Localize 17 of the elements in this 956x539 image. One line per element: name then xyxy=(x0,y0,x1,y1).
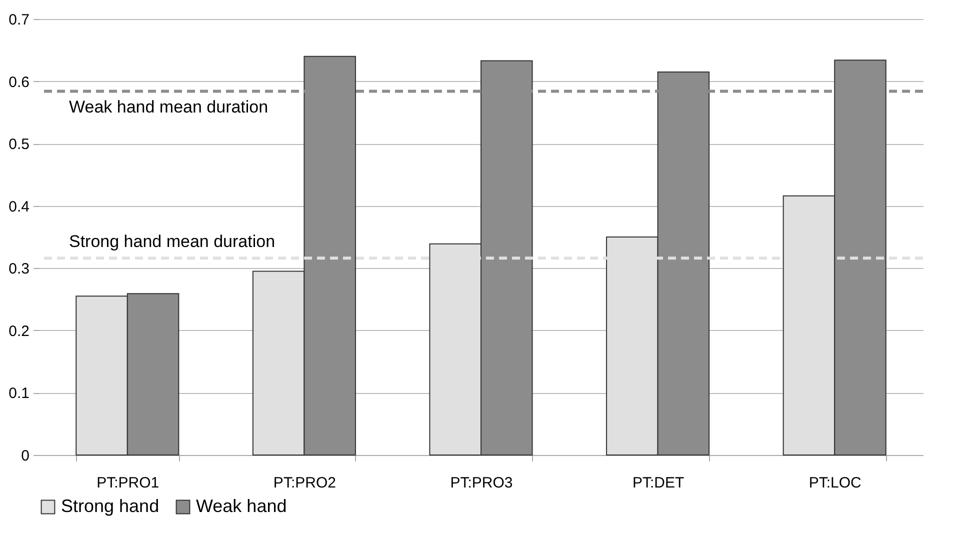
x-tick-label: PT:PRO3 xyxy=(450,474,513,492)
x-tick-label: PT:DET xyxy=(632,474,684,492)
y-tick-label: 0.2 xyxy=(8,322,30,340)
y-tick-label: 0.6 xyxy=(8,74,30,91)
y-tick-label: 0.1 xyxy=(8,385,30,402)
y-tick-label: 0.5 xyxy=(8,136,30,154)
x-tick-label: PT:PRO1 xyxy=(96,474,160,492)
y-tick-label: 0.4 xyxy=(8,198,30,216)
ref-line-label: Weak hand mean duration xyxy=(69,97,268,116)
legend-label: Weak hand xyxy=(196,496,287,516)
y-tick-label: 0 xyxy=(21,448,30,464)
ref-line-label: Strong hand mean duration xyxy=(69,232,276,252)
y-tick-label: 0.3 xyxy=(8,260,30,278)
x-tick-label: PT:PRO2 xyxy=(273,474,336,492)
legend-label: Strong hand xyxy=(61,496,160,516)
x-tick-label: PT:LOC xyxy=(808,474,862,492)
y-tick-label: 0.7 xyxy=(8,12,30,28)
